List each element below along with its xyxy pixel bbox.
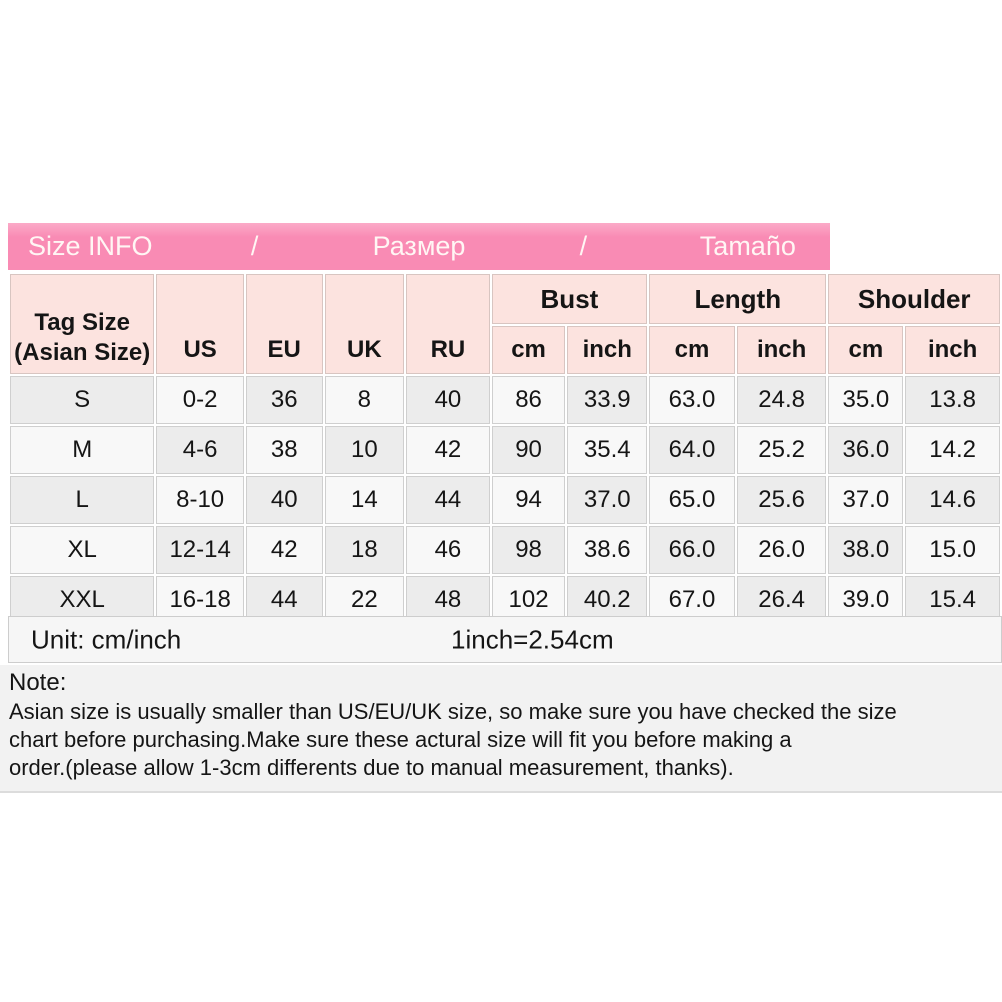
size-value-cell: 38.6: [567, 526, 648, 574]
note-line-2: chart before purchasing.Make sure these …: [9, 727, 792, 752]
table-row: L 8-10 40 14 44 94 37.0 65.0 25.6 37.0 14.6: [10, 476, 1000, 524]
tag-size-cell: S: [10, 376, 155, 424]
size-value-cell: 36.0: [828, 426, 904, 474]
size-value-cell: 37.0: [567, 476, 648, 524]
size-value-cell: 25.6: [736, 476, 827, 524]
tag-size-header: Tag Size (Asian Size): [10, 274, 155, 374]
size-value-cell: 13.8: [905, 376, 1000, 424]
tag-size-header-line1: Tag Size: [34, 309, 130, 336]
size-value-cell: 90: [491, 426, 566, 474]
size-value-cell: 26.0: [736, 526, 827, 574]
size-value-cell: 46: [406, 526, 490, 574]
size-table-body: S 0-2 36 8 40 86 33.9 63.0 24.8 35.0 13.8 M 4-6 38 10 4…: [10, 376, 1000, 624]
note-label: Note:: [9, 669, 67, 696]
size-value-cell: 86: [491, 376, 566, 424]
size-value-cell: 14.2: [905, 426, 1000, 474]
header-eu: EU: [245, 274, 323, 374]
size-value-cell: 12-14: [156, 526, 244, 574]
table-row: S 0-2 36 8 40 86 33.9 63.0 24.8 35.0 13.8: [10, 376, 1000, 424]
size-value-cell: 4-6: [156, 426, 244, 474]
size-value-cell: 24.8: [736, 376, 827, 424]
title-size-info: Size INFO: [27, 231, 153, 261]
title-tamano: Tamaño: [699, 231, 796, 261]
unit-row: Unit: cm/inch 1inch=2.54cm: [8, 616, 1002, 663]
header-shoulder: Shoulder: [828, 274, 1000, 324]
size-value-cell: 44: [406, 476, 490, 524]
size-value-cell: 36: [245, 376, 323, 424]
table-row: M 4-6 38 10 42 90 35.4 64.0 25.2 36.0 14.2: [10, 426, 1000, 474]
size-value-cell: 0-2: [156, 376, 244, 424]
size-value-cell: 38.0: [828, 526, 904, 574]
size-value-cell: 35.0: [828, 376, 904, 424]
size-value-cell: 42: [245, 526, 323, 574]
size-value-cell: 18: [324, 526, 405, 574]
size-value-cell: 42: [406, 426, 490, 474]
unit-label: Unit: cm/inch: [31, 624, 182, 654]
size-value-cell: 38: [245, 426, 323, 474]
size-value-cell: 8: [324, 376, 405, 424]
title-separator-2: /: [579, 231, 588, 261]
header-ru: RU: [406, 274, 490, 374]
header-shoulder-inch: inch: [905, 326, 1000, 374]
table-row: XL 12-14 42 18 46 98 38.6 66.0 26.0 38.0 15.0: [10, 526, 1000, 574]
size-value-cell: 10: [324, 426, 405, 474]
size-value-cell: 35.4: [567, 426, 648, 474]
size-value-cell: 14: [324, 476, 405, 524]
header-uk: UK: [324, 274, 405, 374]
header-length-cm: cm: [649, 326, 735, 374]
tag-size-cell: L: [10, 476, 155, 524]
note-line-3: order.(please allow 1-3cm differents due…: [9, 755, 734, 780]
size-value-cell: 64.0: [649, 426, 735, 474]
tag-size-header-line2: (Asian Size): [14, 339, 151, 366]
title-razmer: Размер: [372, 231, 466, 261]
size-value-cell: 37.0: [828, 476, 904, 524]
header-shoulder-cm: cm: [828, 326, 904, 374]
header-length-inch: inch: [736, 326, 827, 374]
header-bust-cm: cm: [491, 326, 566, 374]
tag-size-cell: XL: [10, 526, 155, 574]
size-value-cell: 65.0: [649, 476, 735, 524]
size-value-cell: 94: [491, 476, 566, 524]
size-value-cell: 8-10: [156, 476, 244, 524]
title-separator-1: /: [250, 231, 259, 261]
size-value-cell: 98: [491, 526, 566, 574]
header-bust: Bust: [491, 274, 648, 324]
header-row-units: cm inch cm inch cm inch: [10, 326, 1000, 374]
size-value-cell: 15.0: [905, 526, 1000, 574]
note-block: Note: Asian size is usually smaller than…: [0, 665, 1002, 793]
size-table: Tag Size (Asian Size) US EU UK RU Bust L…: [8, 272, 1002, 626]
title-bar: Size INFO / Размер / Tamaño: [8, 223, 830, 270]
size-value-cell: 14.6: [905, 476, 1000, 524]
header-length: Length: [649, 274, 827, 324]
header-bust-inch: inch: [567, 326, 648, 374]
inch-conversion-label: 1inch=2.54cm: [451, 624, 614, 654]
size-value-cell: 63.0: [649, 376, 735, 424]
size-value-cell: 66.0: [649, 526, 735, 574]
header-row-groups: Tag Size (Asian Size) US EU UK RU Bust L…: [10, 274, 1000, 374]
tag-size-cell: M: [10, 426, 155, 474]
size-value-cell: 40: [406, 376, 490, 424]
note-line-1: Asian size is usually smaller than US/EU…: [9, 699, 897, 724]
header-us: US: [156, 274, 244, 374]
size-value-cell: 33.9: [567, 376, 648, 424]
size-value-cell: 25.2: [736, 426, 827, 474]
size-value-cell: 40: [245, 476, 323, 524]
